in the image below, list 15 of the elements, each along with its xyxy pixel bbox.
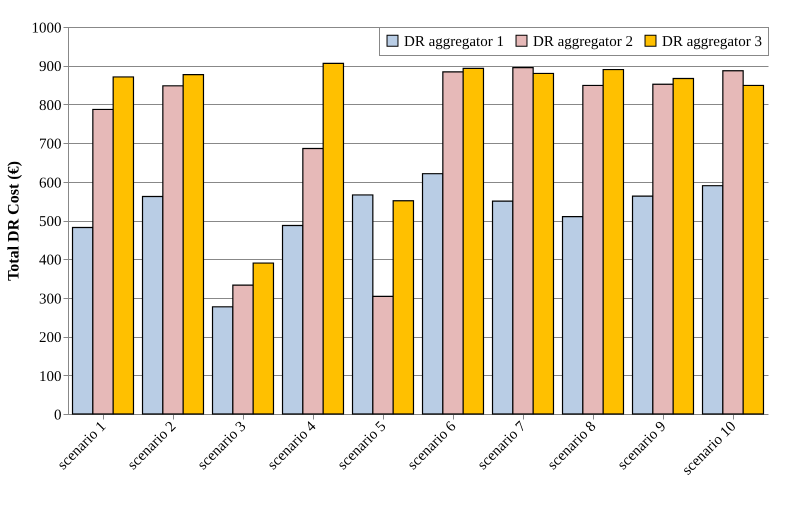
legend-label: DR aggregator 1 [404,34,504,50]
y-tick-label: 900 [39,59,62,76]
y-tick-label: 600 [39,175,62,192]
y-tick-label: 500 [39,214,62,230]
legend-label: DR aggregator 2 [533,34,633,50]
legend-label: DR aggregator 3 [662,34,762,50]
y-tick-label: 400 [39,252,62,269]
y-tick-label: 800 [39,98,62,114]
y-tick-label: 700 [39,136,62,153]
y-axis-title: Total DR Cost (€) [6,161,22,281]
y-tick-label: 200 [39,330,62,346]
y-tick-label: 1000 [32,20,62,36]
y-tick-label: 100 [39,368,62,385]
y-tick-label: 0 [54,408,62,424]
y-tick-label: 300 [39,291,62,308]
